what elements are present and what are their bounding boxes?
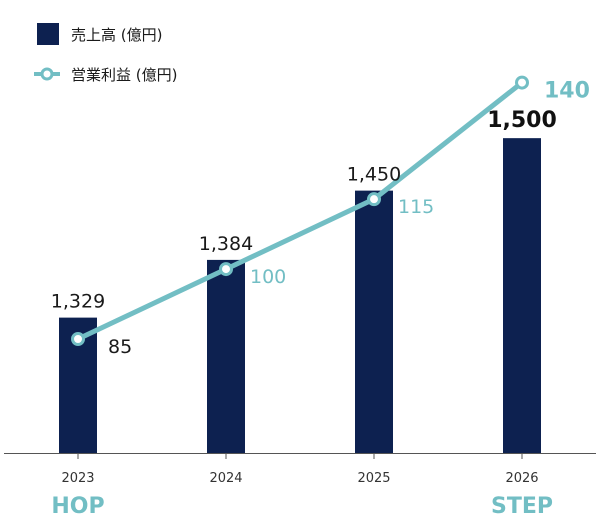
x-tick-label-2024: 2024 [209, 471, 242, 486]
bar-value-label-2024: 1,384 [199, 233, 253, 255]
bar-value-label-2026: 1,500 [487, 108, 557, 133]
x-axis: 2023 HOP 2024 2025 2026 STEP [4, 453, 596, 518]
profit-value-label-2023: 85 [108, 336, 132, 358]
bar-value-label-2023: 1,329 [51, 291, 105, 313]
profit-value-label-2026: 140 [544, 79, 590, 104]
legend: 売上高 (億円) 営業利益 (億円) [34, 23, 177, 84]
x-tick-label-2023: 2023 [61, 471, 94, 486]
bar-2024 [207, 259, 245, 453]
legend-label-revenue: 売上高 (億円) [71, 26, 162, 44]
profit-value-label-2025: 115 [398, 196, 434, 218]
phase-label-hop: HOP [51, 494, 104, 518]
bar-series [59, 138, 541, 453]
profit-point-2023 [71, 332, 85, 346]
profit-point-2025 [367, 192, 381, 207]
phase-label-step: STEP [491, 494, 553, 518]
x-tick-label-2025: 2025 [357, 471, 390, 486]
profit-point-2024 [219, 262, 233, 277]
profit-value-label-2024: 100 [250, 266, 286, 288]
profit-point-2026 [515, 75, 529, 90]
bar-value-label-2025: 1,450 [347, 164, 401, 186]
line-series [71, 75, 529, 346]
legend-swatch-profit-marker [40, 67, 54, 81]
bar-2026 [503, 138, 541, 453]
bar-2025 [355, 190, 393, 453]
profit-line [75, 80, 525, 342]
legend-swatch-revenue [37, 23, 59, 45]
data-labels: 1,329 1,384 1,450 1,500 85 100 115 140 [51, 79, 590, 358]
legend-label-profit: 営業利益 (億円) [71, 66, 177, 84]
x-tick-label-2026: 2026 [505, 471, 538, 486]
